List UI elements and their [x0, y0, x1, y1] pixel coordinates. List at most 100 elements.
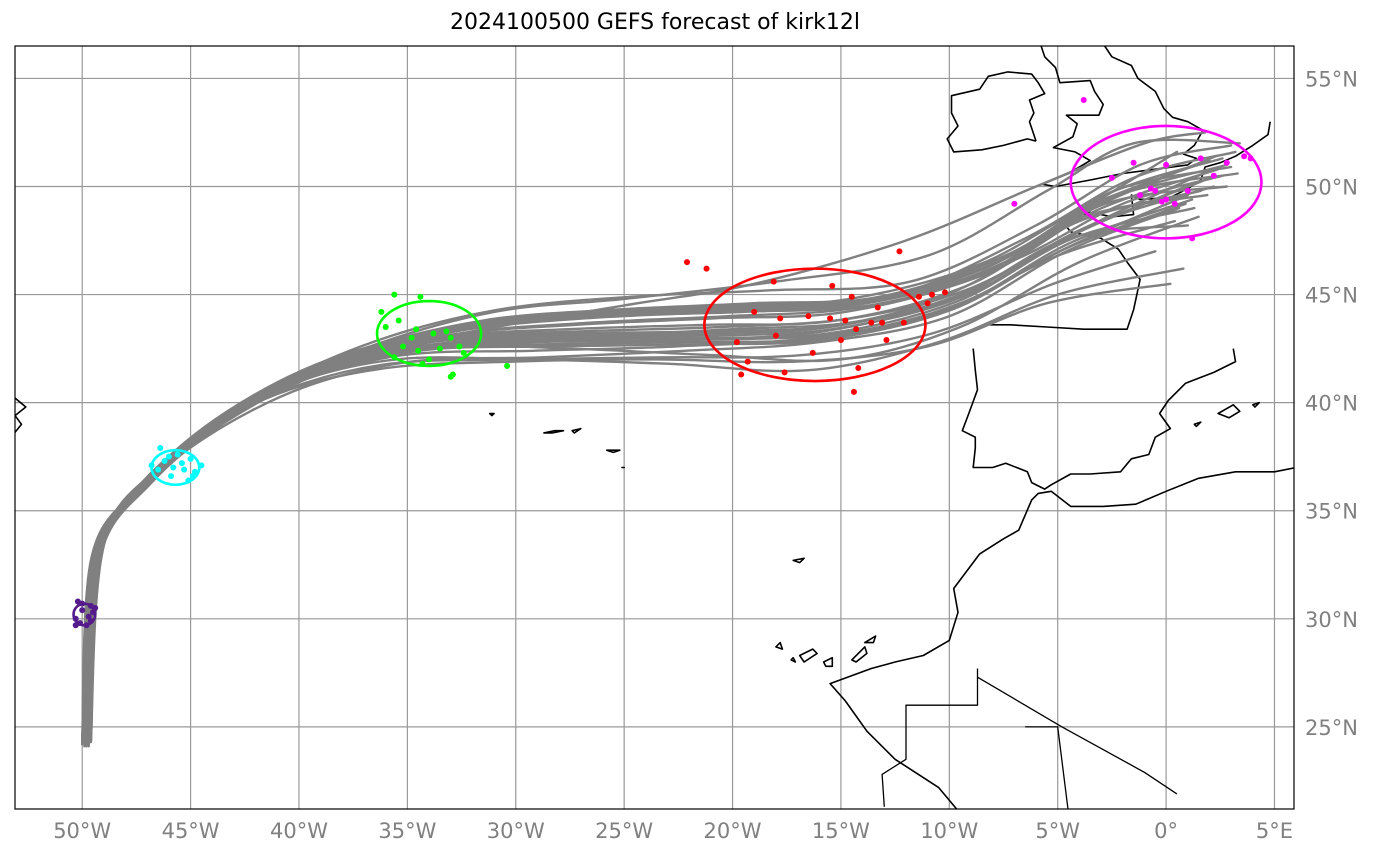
forecast-point: [408, 334, 415, 341]
forecast-point: [684, 259, 691, 266]
forecast-point: [896, 248, 903, 255]
ensemble-track: [83, 202, 1187, 746]
border-line: [977, 676, 1178, 795]
forecast-point: [1223, 159, 1230, 166]
forecast-point: [426, 356, 433, 363]
ensemble-track: [89, 172, 1239, 744]
forecast-point: [829, 282, 836, 289]
lat-tick-label: 25°N: [1305, 716, 1358, 740]
forecast-point: [417, 293, 424, 300]
forecast-point: [189, 473, 196, 480]
island: [571, 427, 582, 434]
lat-tick-label: 55°N: [1305, 67, 1358, 91]
forecast-point: [395, 317, 402, 324]
forecast-positions: [72, 97, 1254, 629]
forecast-point: [443, 328, 450, 335]
forecast-point: [187, 455, 194, 462]
forecast-point: [170, 464, 177, 471]
forecast-point: [879, 319, 886, 326]
forecast-point: [738, 371, 745, 378]
forecast-point: [777, 315, 784, 322]
border-line: [1025, 726, 1069, 809]
forecast-point: [850, 388, 857, 395]
forecast-point: [382, 323, 389, 330]
forecast-point: [155, 466, 162, 473]
forecast-point: [92, 604, 99, 611]
ensemble-track: [85, 193, 1209, 746]
forecast-point: [842, 317, 849, 324]
forecast-point: [1241, 153, 1248, 160]
forecast-point: [827, 315, 834, 322]
lon-tick-label: 5°E: [1256, 819, 1293, 843]
forecast-point: [855, 365, 862, 372]
ensemble-track: [89, 138, 1241, 744]
ensemble-track: [89, 144, 1233, 741]
forecast-point: [1011, 200, 1018, 207]
forecast-point: [924, 300, 931, 307]
ensemble-track: [87, 189, 1202, 746]
forecast-point: [1171, 200, 1178, 207]
island: [775, 641, 784, 650]
forecast-point: [174, 451, 181, 458]
forecast-point: [770, 278, 777, 285]
coastline: [1040, 46, 1104, 188]
lon-tick-label: 15°W: [812, 819, 870, 843]
forecast-point: [449, 371, 456, 378]
forecast-point: [72, 615, 79, 622]
lat-tick-label: 30°N: [1305, 608, 1358, 632]
ensemble-track: [85, 165, 1233, 744]
island: [798, 648, 818, 663]
forecast-point: [72, 622, 79, 629]
forecast-point: [1152, 187, 1159, 194]
island: [1252, 401, 1261, 408]
forecast-point: [185, 477, 192, 484]
forecast-point: [178, 460, 185, 467]
forecast-point: [1163, 161, 1170, 168]
ensemble-track: [83, 250, 1157, 744]
island: [606, 449, 621, 454]
forecast-point: [460, 349, 467, 356]
forecast-point: [415, 347, 422, 354]
ensemble-track: [87, 172, 1205, 739]
spread-ellipse: [703, 267, 927, 383]
map-frame: [14, 45, 1295, 810]
forecast-point: [1108, 174, 1115, 181]
forecast-point: [733, 339, 740, 346]
island: [790, 656, 797, 663]
coastline: [829, 467, 1294, 809]
lat-tick-label: 35°N: [1305, 500, 1358, 524]
forecast-point: [79, 600, 86, 607]
forecast-point: [837, 336, 844, 343]
forecast-point: [430, 330, 437, 337]
forecast-point: [1158, 198, 1165, 205]
spread-ellipses: [72, 124, 1263, 627]
forecast-point: [161, 458, 168, 465]
forecast-point: [504, 362, 511, 369]
ensemble-track: [83, 206, 1181, 744]
forecast-point: [900, 319, 907, 326]
forecast-point: [198, 462, 205, 469]
forecast-point: [928, 291, 935, 298]
forecast-point: [781, 369, 788, 376]
forecast-point: [1130, 159, 1137, 166]
forecast-point: [1137, 192, 1144, 199]
spread-ellipse: [375, 299, 483, 368]
forecast-point: [83, 622, 90, 629]
border-line: [881, 668, 979, 807]
forecast-point: [1210, 172, 1217, 179]
lon-tick-label: 25°W: [595, 819, 653, 843]
forecast-point: [391, 354, 398, 361]
island: [488, 412, 495, 417]
forecast-point: [868, 319, 875, 326]
lat-tick-label: 40°N: [1305, 392, 1358, 416]
map-title: 2024100500 GEFS forecast of kirk12l: [449, 10, 861, 35]
forecast-point: [419, 360, 426, 367]
island: [851, 646, 868, 663]
lat-tick-label: 50°N: [1305, 175, 1358, 199]
coastline: [961, 348, 1237, 490]
island: [543, 429, 565, 434]
forecast-point: [1189, 235, 1196, 242]
longitude-labels: 50°W 45°W 40°W 35°W 30°W 25°W 20°W 15°W 10°W 5°W 0…: [53, 819, 1293, 843]
latitude-labels: 25°N 30°N 35°N 40°N 45°N 50°N 55°N: [1305, 67, 1358, 739]
